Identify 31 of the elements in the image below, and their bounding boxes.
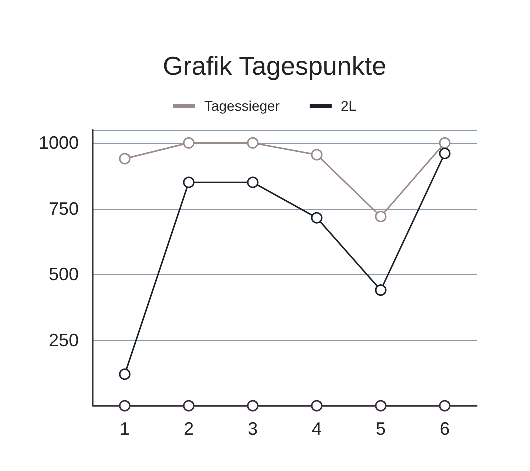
y-tick-label: 1000: [38, 133, 79, 154]
point: [247, 176, 259, 188]
x-tick-label: 5: [376, 419, 386, 439]
point: [183, 137, 195, 149]
y-tick-label: 500: [48, 264, 79, 285]
point: [439, 137, 451, 149]
point: [311, 212, 323, 224]
x-tick-label: 1: [120, 419, 130, 439]
point: [119, 153, 131, 165]
point: [247, 137, 259, 149]
point: [183, 176, 195, 188]
point: [375, 284, 387, 296]
y-tick-label: 750: [48, 198, 79, 219]
legend-label: Tagessieger: [204, 98, 280, 114]
legend-label: 2L: [340, 98, 357, 114]
x-tick-label: 2: [184, 419, 194, 439]
x-tick-label: 6: [440, 419, 450, 439]
x-tick-label: 4: [312, 419, 322, 439]
point: [119, 368, 131, 380]
point: [375, 210, 387, 222]
point: [439, 148, 451, 160]
point: [311, 400, 323, 412]
y-tick-label: 250: [48, 330, 79, 350]
point: [439, 400, 451, 412]
point: [183, 400, 195, 412]
x-tick-label: 3: [248, 419, 258, 439]
point: [247, 400, 259, 412]
point: [375, 400, 387, 412]
chart-title: Grafik Tagespunkte: [163, 51, 387, 81]
point: [311, 149, 323, 161]
point: [119, 400, 131, 412]
